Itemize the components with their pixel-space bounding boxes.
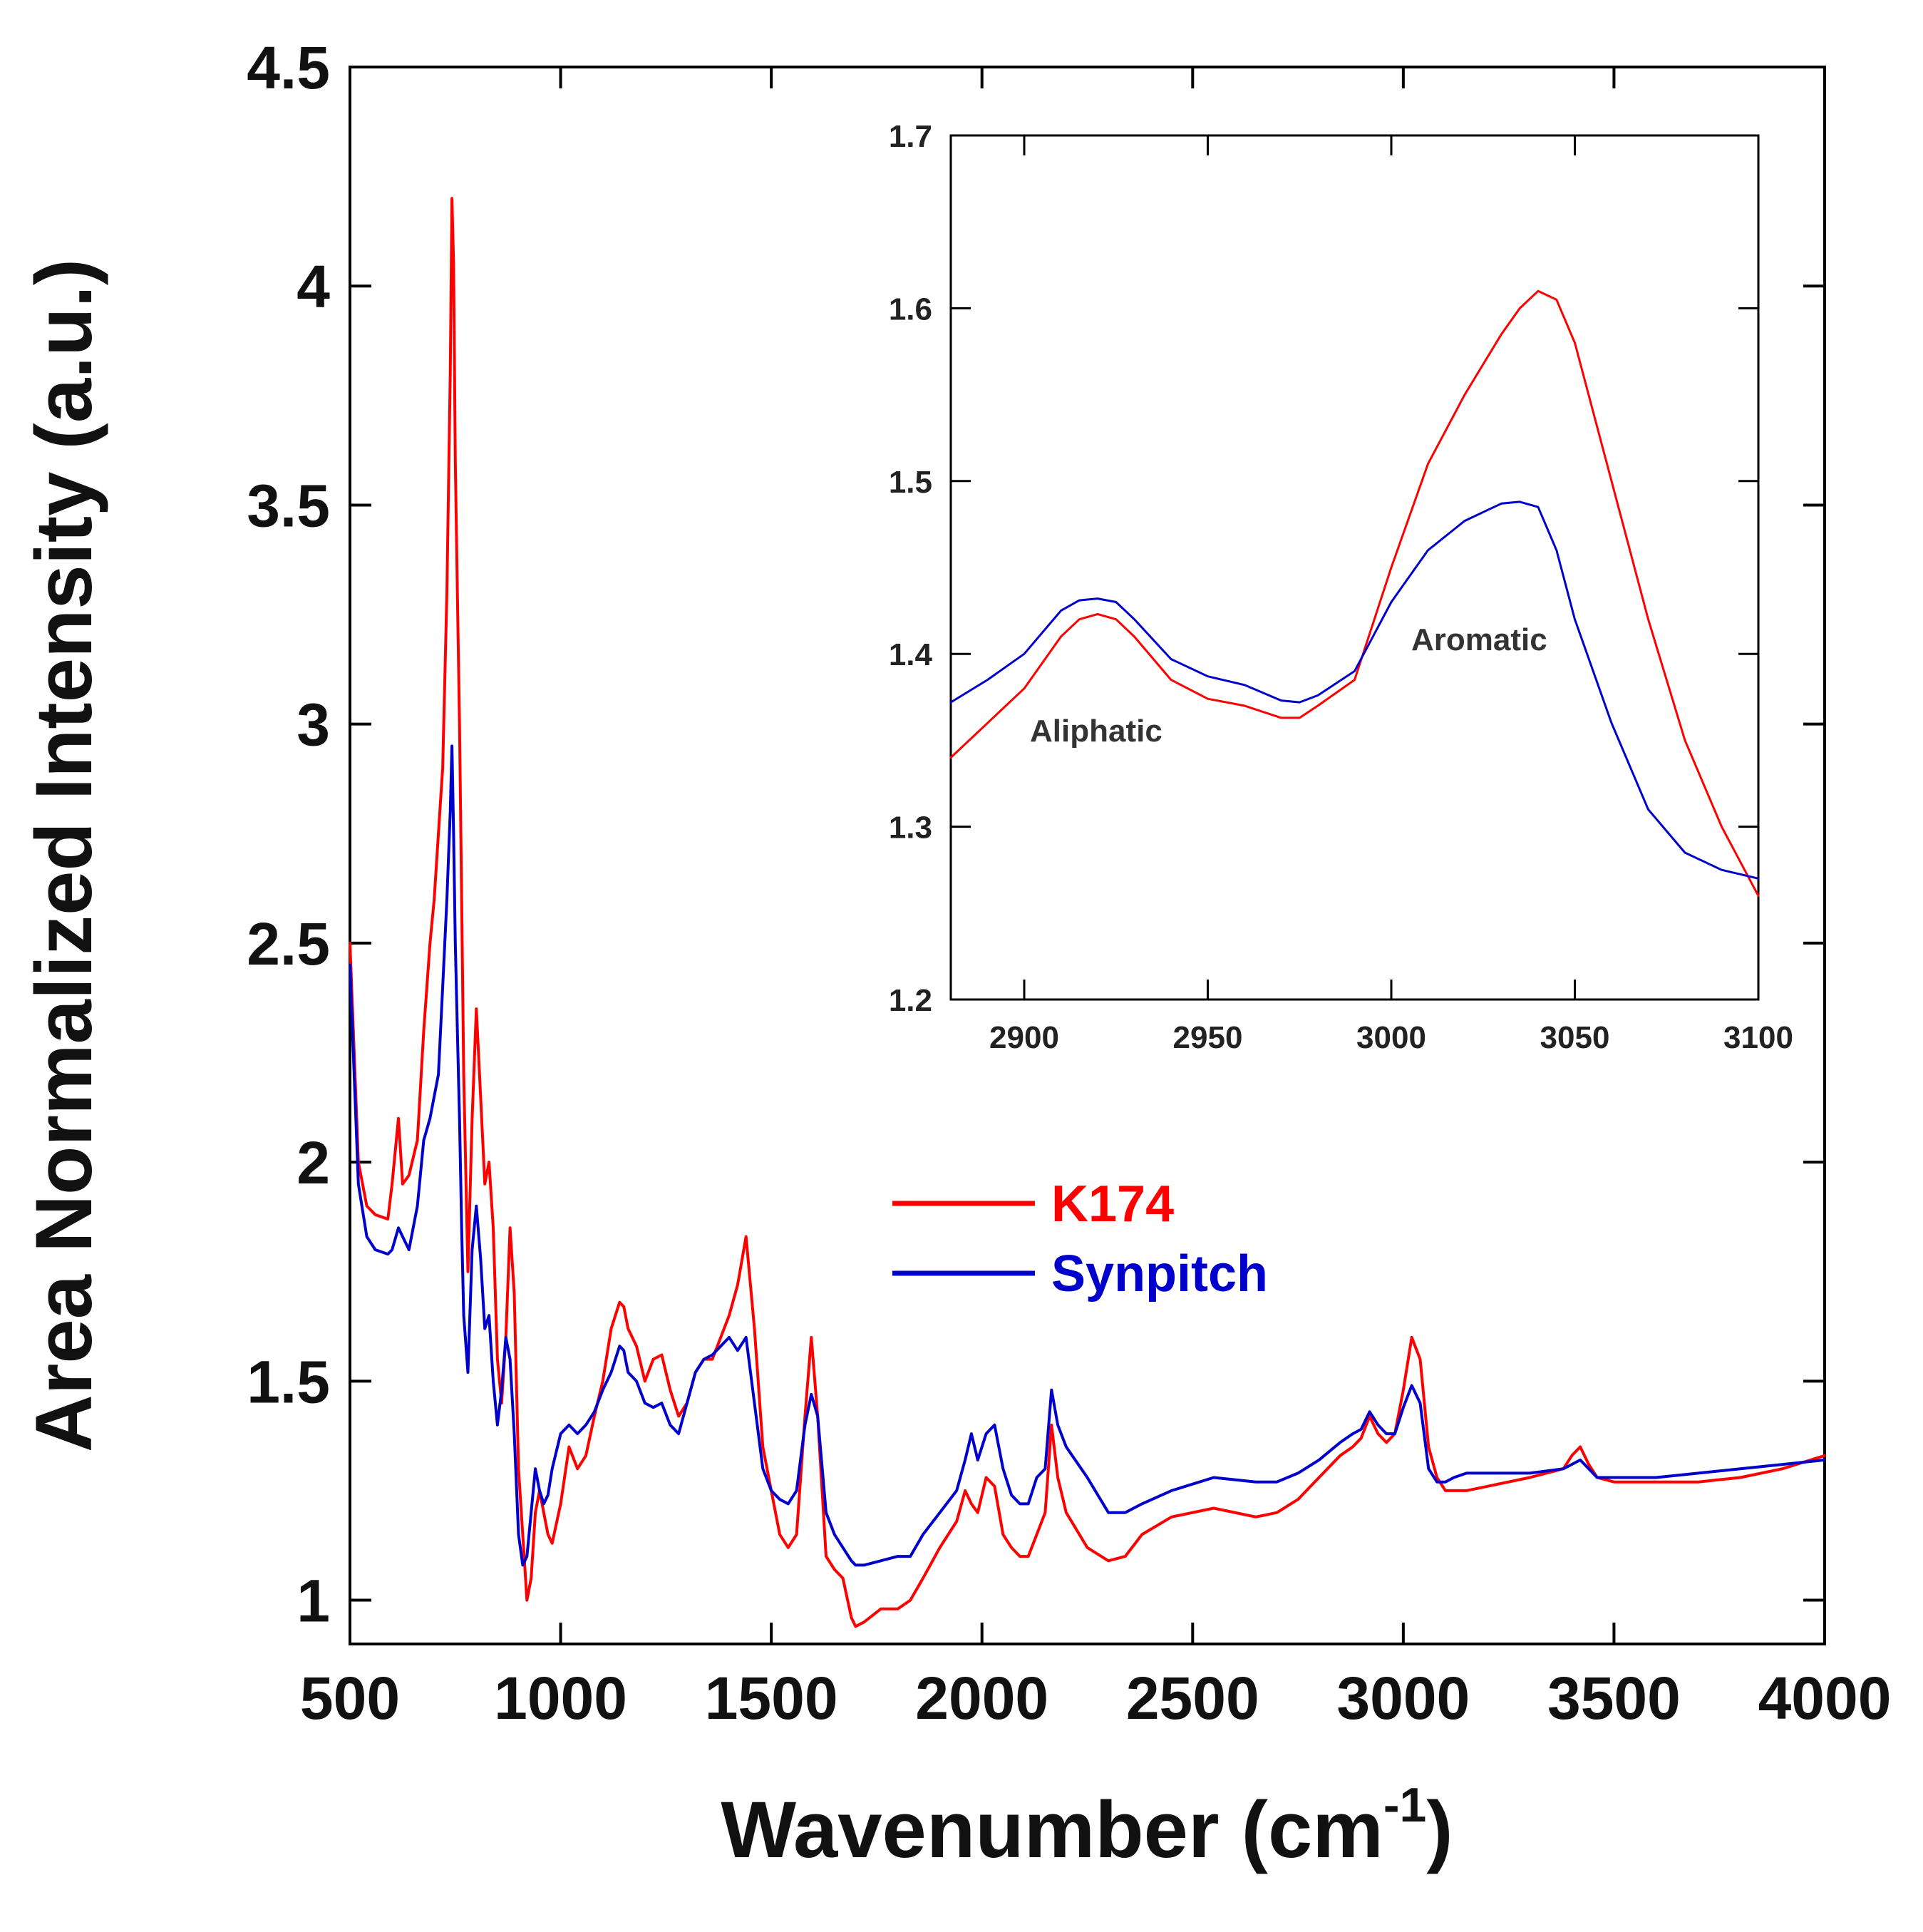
main-tick-labels: 500 1000 1500 2000 2500 3000 3500 4000 1 1.5 2 2.5 3… <box>247 34 1891 1732</box>
inset-y-tick-label: 1.7 <box>889 119 932 154</box>
inset-axis-ticks <box>951 134 1760 1001</box>
main-plot-frame <box>349 66 1826 1645</box>
annotation-aromatic: Aromatic <box>1411 622 1547 657</box>
main-series-lines <box>349 197 1826 1628</box>
main-x-tick-label: 3500 <box>1547 1665 1681 1732</box>
inset-x-tick-label: 3050 <box>1540 1020 1610 1055</box>
inset-x-tick-label: 2950 <box>1173 1020 1243 1055</box>
main-y-tick-label: 4 <box>297 253 330 320</box>
legend-label-k174: K174 <box>1051 1176 1174 1233</box>
x-axis-label-close: ) <box>1426 1785 1453 1874</box>
main-y-tick-label: 1 <box>297 1568 330 1635</box>
main-axis-ticks <box>349 66 1826 1644</box>
inset-plot-frame <box>949 134 1760 1001</box>
inset-y-tick-label: 1.2 <box>889 983 932 1018</box>
main-series-k174 <box>349 197 1826 1628</box>
inset-y-tick-label: 1.4 <box>889 637 933 672</box>
inset-y-tick-label: 1.5 <box>889 465 932 500</box>
legend-label-synpitch: Synpitch <box>1051 1245 1268 1302</box>
inset-background <box>951 135 1758 1000</box>
annotation-aliphatic: Aliphatic <box>1030 714 1162 749</box>
main-y-tick-label: 4.5 <box>247 34 330 101</box>
main-y-tick-label: 3.5 <box>247 472 330 539</box>
inset-tick-labels: 2900 2950 3000 3050 3100 1.2 1.3 1.4 1.5 1.6 1.7 <box>889 119 1793 1055</box>
y-axis-label: Area Normalized Intensity (a.u.) <box>19 259 108 1452</box>
main-y-tick-label: 1.5 <box>247 1348 330 1415</box>
legend: K174 Synpitch <box>892 1176 1268 1302</box>
x-axis-label-superscript: -1 <box>1383 1778 1426 1832</box>
main-x-tick-label: 1000 <box>494 1665 627 1732</box>
inset-y-tick-label: 1.6 <box>889 292 932 327</box>
x-axis-label: Wavenumber (cm-1) <box>721 1778 1453 1874</box>
main-x-tick-label: 500 <box>300 1665 400 1732</box>
inset-series-synpitch <box>949 500 1760 880</box>
main-y-tick-label: 3 <box>297 692 330 759</box>
x-axis-label-text: Wavenumber (cm <box>721 1785 1383 1874</box>
inset-series-k174 <box>949 289 1760 898</box>
main-x-tick-label: 2500 <box>1126 1665 1259 1732</box>
main-x-tick-label: 2000 <box>915 1665 1048 1732</box>
inset-x-tick-label: 3100 <box>1723 1020 1793 1055</box>
main-x-tick-label: 4000 <box>1758 1665 1892 1732</box>
inset-x-tick-label: 2900 <box>989 1020 1059 1055</box>
main-x-tick-label: 3000 <box>1336 1665 1470 1732</box>
main-y-tick-label: 2 <box>297 1129 330 1196</box>
main-y-tick-label: 2.5 <box>247 910 330 977</box>
inset-series-lines <box>949 289 1760 898</box>
inset-y-tick-label: 1.3 <box>889 811 932 846</box>
main-x-tick-label: 1500 <box>705 1665 838 1732</box>
main-series-synpitch <box>349 744 1826 1567</box>
inset-x-tick-label: 3000 <box>1356 1020 1426 1055</box>
